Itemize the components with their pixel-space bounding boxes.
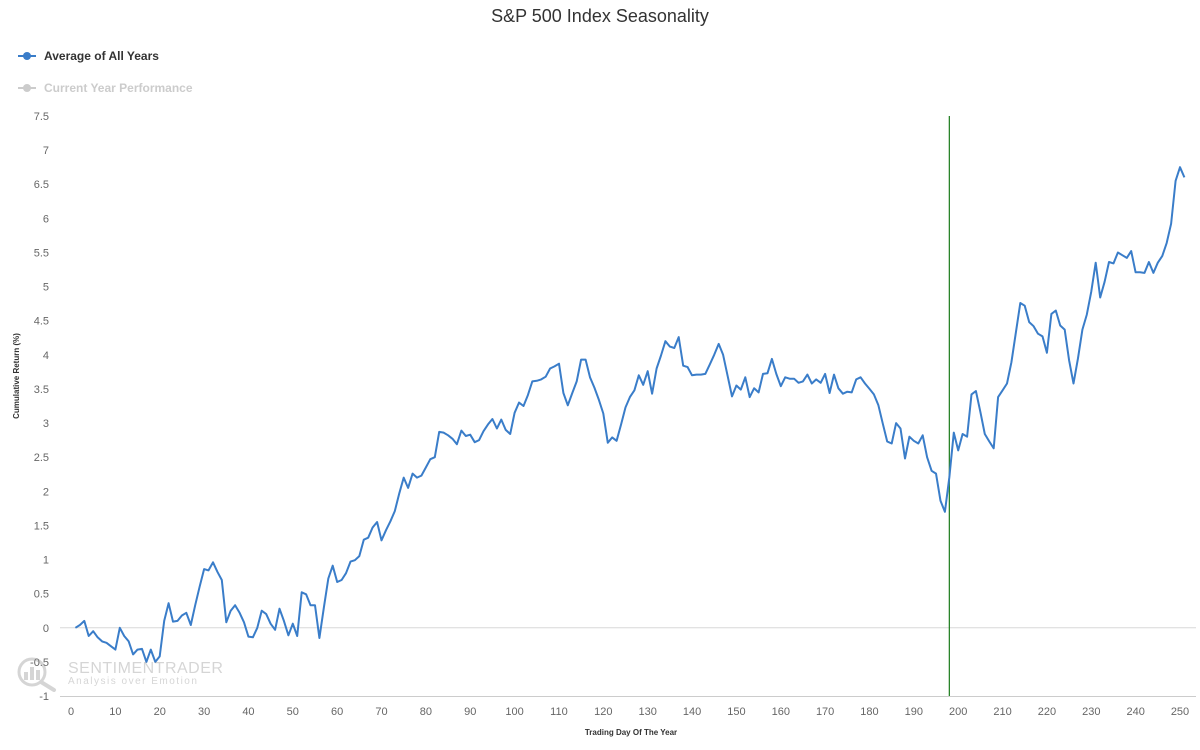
- watermark-logo: SENTIMENTRADER Analysis over Emotion: [14, 656, 223, 692]
- y-tick-label: 7: [43, 145, 49, 157]
- y-tick-label: 2: [43, 486, 49, 498]
- y-tick-label: 4: [43, 350, 49, 362]
- x-tick-label: 180: [860, 706, 878, 718]
- legend-label: Average of All Years: [44, 49, 159, 63]
- x-tick-label: 160: [772, 706, 790, 718]
- x-tick-label: 190: [905, 706, 923, 718]
- legend-line-marker-icon: [18, 82, 36, 94]
- x-tick-label: 140: [683, 706, 701, 718]
- x-tick-label: 200: [949, 706, 967, 718]
- legend-item-current-year-performance[interactable]: Current Year Performance: [18, 79, 193, 97]
- y-tick-label: -0.5: [30, 657, 49, 669]
- x-axis-title: Trading Day Of The Year: [585, 728, 677, 737]
- y-axis: -1 -0.5 0 0.5 1 1.5 2 2.5 3 3.5 4 4.5 5 5.5 6 6.5 7 7.5: [30, 111, 49, 703]
- x-tick-label: 20: [154, 706, 166, 718]
- series-line-average-of-all-years[interactable]: [74, 166, 1186, 663]
- y-tick-label: 2.5: [34, 452, 49, 464]
- x-tick-label: 250: [1171, 706, 1189, 718]
- x-tick-label: 100: [505, 706, 523, 718]
- x-tick-label: 10: [109, 706, 121, 718]
- y-tick-label: 6.5: [34, 179, 49, 191]
- watermark-tagline: Analysis over Emotion: [68, 676, 199, 687]
- y-tick-label: 5.5: [34, 247, 49, 259]
- x-tick-label: 80: [420, 706, 432, 718]
- chart-title: S&P 500 Index Seasonality: [491, 6, 709, 26]
- x-tick-label: 30: [198, 706, 210, 718]
- x-tick-label: 240: [1126, 706, 1144, 718]
- x-tick-label: 210: [993, 706, 1011, 718]
- y-tick-label: -1: [39, 691, 49, 703]
- x-tick-label: 70: [375, 706, 387, 718]
- x-tick-label: 50: [287, 706, 299, 718]
- x-tick-label: 90: [464, 706, 476, 718]
- x-tick-label: 130: [639, 706, 657, 718]
- x-axis: 0 10 20 30 40 50 60 70 80 90 100 110 120 130 140 150 160…: [68, 706, 1189, 718]
- legend-label: Current Year Performance: [44, 81, 193, 95]
- y-tick-label: 1: [43, 555, 49, 567]
- x-tick-label: 110: [550, 706, 568, 718]
- y-tick-label: 1.5: [34, 520, 49, 532]
- legend-item-average-of-all-years[interactable]: Average of All Years: [18, 47, 159, 65]
- x-tick-label: 40: [242, 706, 254, 718]
- y-tick-label: 5: [43, 282, 49, 294]
- y-tick-label: 4.5: [34, 316, 49, 328]
- y-tick-label: 3.5: [34, 384, 49, 396]
- y-tick-label: 0.5: [34, 589, 49, 601]
- watermark-name: SENTIMENTRADER: [68, 660, 224, 677]
- x-tick-label: 0: [68, 706, 74, 718]
- y-tick-label: 3: [43, 418, 49, 430]
- x-tick-label: 220: [1038, 706, 1056, 718]
- x-tick-label: 120: [594, 706, 612, 718]
- y-tick-label: 7.5: [34, 111, 49, 123]
- x-tick-label: 60: [331, 706, 343, 718]
- x-tick-label: 170: [816, 706, 834, 718]
- x-tick-label: 150: [727, 706, 745, 718]
- legend-line-marker-icon: [18, 50, 36, 62]
- x-tick-label: 230: [1082, 706, 1100, 718]
- y-axis-title: Cumulative Return (%): [12, 333, 21, 419]
- magnifier-bar-chart-icon: [17, 657, 56, 692]
- y-tick-label: 6: [43, 213, 49, 225]
- y-tick-label: 0: [43, 623, 49, 635]
